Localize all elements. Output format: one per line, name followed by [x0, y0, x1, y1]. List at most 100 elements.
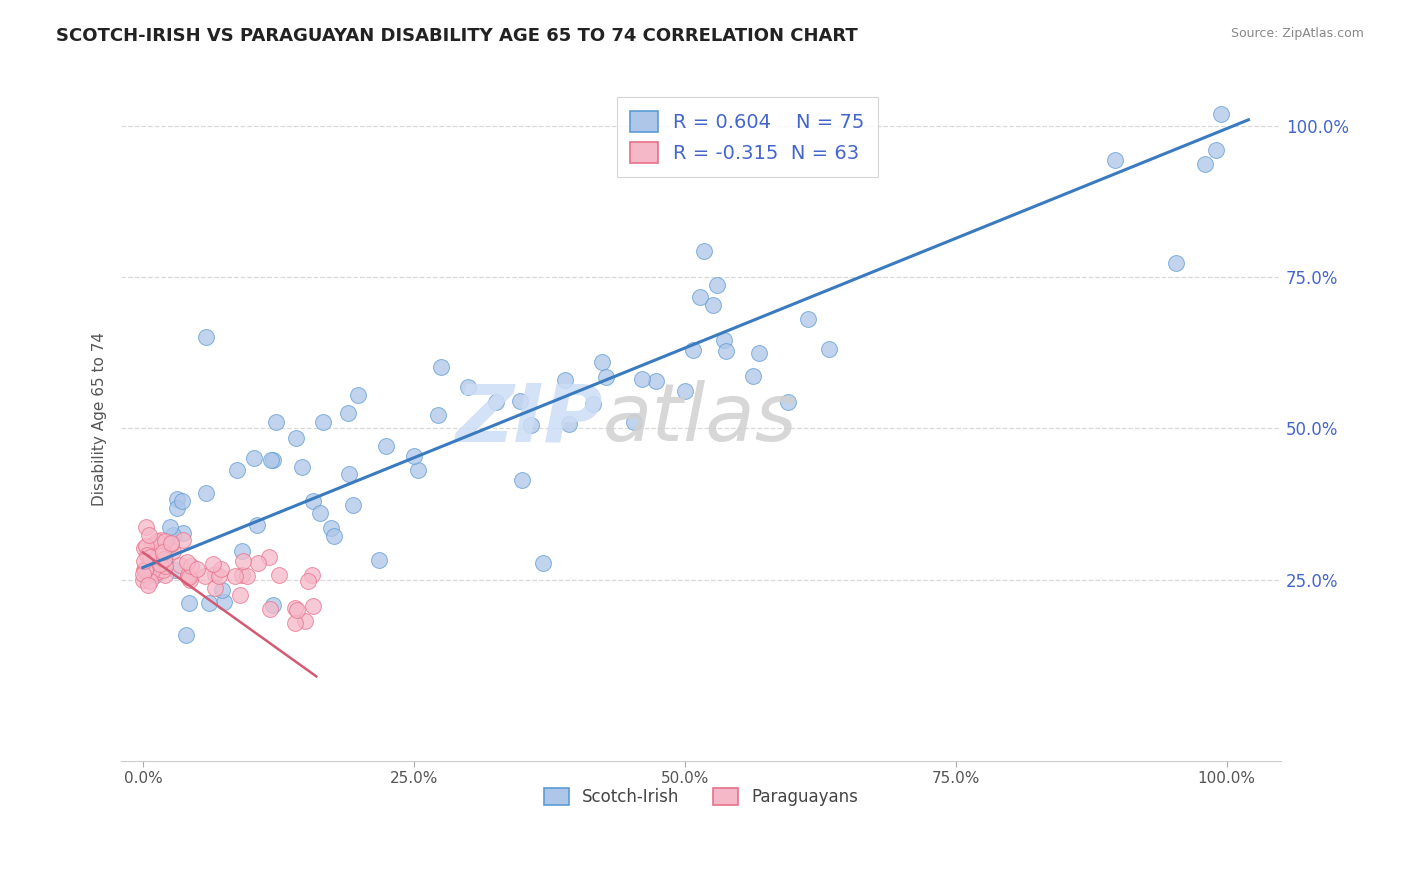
- Point: [232, 554, 254, 568]
- Point: [201, 558, 224, 572]
- Point: [336, 406, 359, 420]
- Point: [155, 568, 177, 582]
- Point: [162, 543, 184, 558]
- Point: [198, 596, 221, 610]
- Point: [1205, 143, 1227, 157]
- Point: [243, 451, 266, 466]
- Point: [132, 573, 155, 587]
- Point: [1164, 256, 1187, 270]
- Point: [682, 343, 704, 358]
- Point: [204, 566, 226, 581]
- Point: [145, 560, 167, 574]
- Point: [152, 545, 174, 559]
- Point: [368, 553, 391, 567]
- Y-axis label: Disability Age 65 to 74: Disability Age 65 to 74: [93, 332, 107, 507]
- Point: [142, 555, 165, 569]
- Point: [177, 570, 200, 584]
- Point: [138, 528, 160, 542]
- Point: [225, 463, 247, 477]
- Point: [174, 628, 197, 642]
- Point: [134, 563, 156, 577]
- Point: [176, 569, 198, 583]
- Point: [165, 563, 187, 577]
- Point: [260, 452, 283, 467]
- Point: [180, 559, 202, 574]
- Point: [531, 556, 554, 570]
- Point: [212, 595, 235, 609]
- Point: [302, 494, 325, 508]
- Point: [741, 368, 763, 383]
- Point: [426, 409, 449, 423]
- Point: [510, 474, 533, 488]
- Point: [177, 567, 200, 582]
- Point: [591, 355, 613, 369]
- Point: [319, 521, 342, 535]
- Point: [194, 569, 217, 583]
- Point: [138, 574, 160, 588]
- Point: [195, 486, 218, 500]
- Point: [141, 538, 163, 552]
- Point: [224, 568, 246, 582]
- Point: [231, 568, 253, 582]
- Point: [172, 526, 194, 541]
- Point: [138, 562, 160, 576]
- Point: [294, 614, 316, 628]
- Point: [520, 417, 543, 432]
- Point: [285, 602, 308, 616]
- Point: [485, 395, 508, 409]
- Point: [145, 566, 167, 580]
- Point: [141, 564, 163, 578]
- Point: [159, 535, 181, 549]
- Point: [262, 453, 284, 467]
- Point: [179, 573, 201, 587]
- Point: [673, 384, 696, 398]
- Point: [150, 533, 173, 547]
- Point: [236, 569, 259, 583]
- Point: [342, 499, 364, 513]
- Point: [172, 493, 194, 508]
- Point: [457, 380, 479, 394]
- Point: [204, 582, 226, 596]
- Point: [177, 596, 200, 610]
- Point: [509, 394, 531, 409]
- Point: [595, 370, 617, 384]
- Point: [153, 551, 176, 566]
- Point: [132, 563, 155, 577]
- Point: [136, 578, 159, 592]
- Point: [211, 583, 233, 598]
- Point: [209, 561, 232, 575]
- Point: [558, 417, 581, 431]
- Point: [150, 544, 173, 558]
- Point: [259, 602, 281, 616]
- Point: [136, 569, 159, 583]
- Point: [246, 556, 269, 570]
- Point: [195, 330, 218, 344]
- Point: [269, 568, 291, 582]
- Text: Source: ZipAtlas.com: Source: ZipAtlas.com: [1230, 27, 1364, 40]
- Point: [172, 533, 194, 548]
- Point: [290, 459, 312, 474]
- Point: [132, 566, 155, 581]
- Point: [1211, 107, 1233, 121]
- Point: [149, 557, 172, 571]
- Point: [231, 543, 253, 558]
- Point: [139, 550, 162, 565]
- Point: [135, 520, 157, 534]
- Point: [153, 552, 176, 566]
- Point: [337, 467, 360, 482]
- Point: [285, 431, 308, 445]
- Point: [301, 568, 323, 582]
- Point: [645, 375, 668, 389]
- Point: [134, 541, 156, 555]
- Point: [259, 549, 281, 564]
- Point: [374, 439, 396, 453]
- Point: [347, 388, 370, 402]
- Point: [309, 506, 332, 520]
- Point: [582, 397, 605, 411]
- Legend: Scotch-Irish, Paraguayans: Scotch-Irish, Paraguayans: [536, 780, 866, 814]
- Point: [136, 548, 159, 562]
- Point: [169, 558, 191, 572]
- Point: [145, 567, 167, 582]
- Point: [264, 415, 287, 429]
- Point: [297, 574, 319, 589]
